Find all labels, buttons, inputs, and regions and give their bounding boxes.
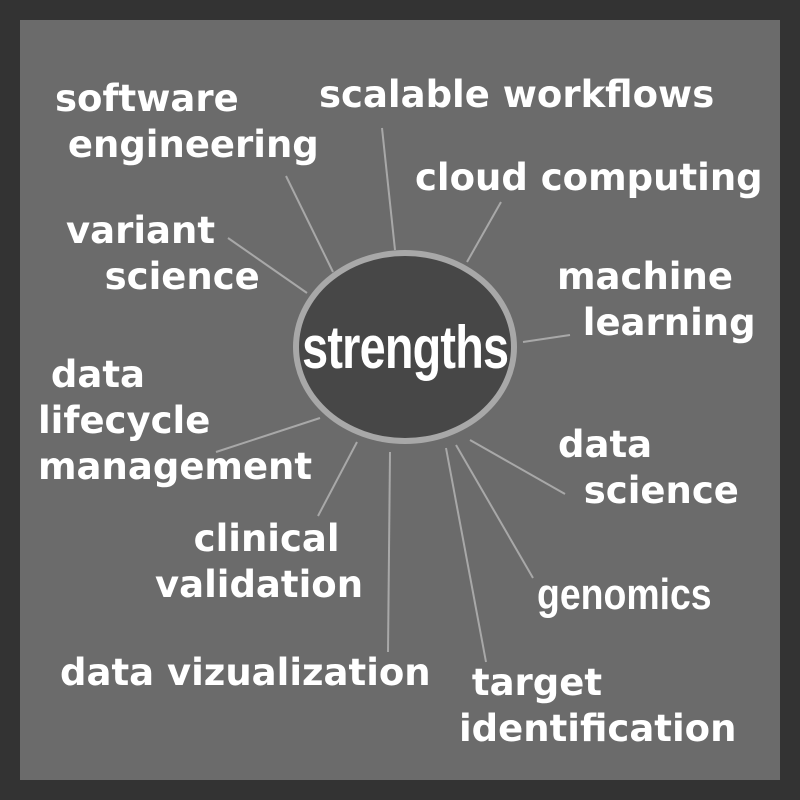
- connector-data-science: [469, 439, 566, 495]
- connector-clinical-validation: [317, 441, 358, 517]
- spoke-label-clinical-validation: clinical validation: [155, 517, 364, 606]
- connector-machine-learning: [522, 334, 571, 343]
- spoke-label-data-lifecycle-management: data lifecycle management: [38, 353, 313, 488]
- connector-data-lifecycle-management: [215, 417, 321, 453]
- spoke-label-machine-learning: machine learning: [557, 255, 756, 344]
- connector-cloud-computing: [466, 201, 502, 263]
- connector-software-engineering: [285, 175, 334, 273]
- center-node: strengths: [293, 250, 517, 444]
- spoke-label-target-identification: target identification: [459, 661, 737, 750]
- spoke-label-variant-science: variant science: [66, 209, 260, 298]
- connector-target-identification: [445, 447, 487, 663]
- connector-genomics: [455, 444, 534, 579]
- center-label: strengths: [301, 313, 509, 381]
- connector-data-vizualization: [387, 451, 391, 653]
- spoke-label-data-science: data science: [558, 423, 739, 512]
- spoke-label-cloud-computing: cloud computing: [415, 156, 763, 199]
- spoke-label-scalable-workflows: scalable workflows: [319, 73, 715, 116]
- spoke-label-data-vizualization: data vizualization: [60, 651, 431, 694]
- connector-scalable-workflows: [381, 127, 396, 251]
- spoke-label-genomics: genomics: [537, 570, 712, 619]
- connector-variant-science: [227, 237, 308, 294]
- spoke-label-software-engineering: software engineering: [55, 77, 319, 166]
